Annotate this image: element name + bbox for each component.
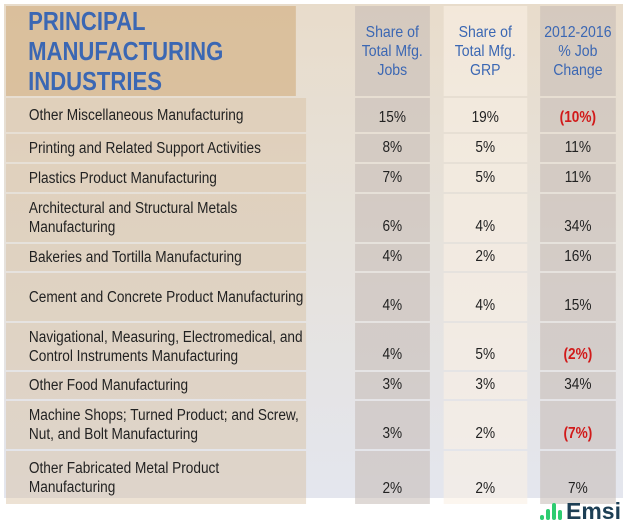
table-row: Plastics Product Manufacturing 7% 5% 11% — [6, 164, 621, 192]
table-row: Printing and Related Support Activities 8… — [6, 134, 621, 162]
industries-table: PRINCIPAL MANUFACTURING INDUSTRIES Share… — [3, 4, 624, 506]
grp-share: 2% — [443, 401, 527, 449]
header-row: PRINCIPAL MANUFACTURING INDUSTRIES Share… — [6, 6, 621, 96]
industry-name: Plastics Product Manufacturing — [6, 164, 307, 192]
jobs-share: 4% — [355, 244, 430, 271]
table-title: PRINCIPAL MANUFACTURING INDUSTRIES — [6, 6, 296, 96]
grp-share: 4% — [443, 194, 527, 242]
table-row: Navigational, Measuring, Electromedical,… — [6, 323, 621, 370]
grp-share: 2% — [443, 244, 527, 271]
jobs-share: 2% — [355, 451, 430, 504]
grp-share: 4% — [443, 273, 527, 321]
grp-share: 5% — [443, 164, 527, 192]
industry-name: Other Fabricated Metal Product Manufactu… — [6, 451, 307, 504]
jobs-share: 8% — [355, 134, 430, 162]
table-row: Other Fabricated Metal Product Manufactu… — [6, 451, 621, 504]
grp-share: 19% — [443, 98, 527, 132]
table-row: Other Miscellaneous Manufacturing 15% 19% (… — [6, 98, 621, 132]
jobs-share: 3% — [355, 401, 430, 449]
job-change: 16% — [540, 244, 616, 271]
jobs-share: 3% — [355, 372, 430, 399]
emsi-logo: Emsi — [540, 498, 621, 524]
header-jobs-share: Share of Total Mfg. Jobs — [355, 6, 430, 96]
industry-name: Cement and Concrete Product Manufacturin… — [6, 273, 307, 321]
table-row: Bakeries and Tortilla Manufacturing 4% 2% 1… — [6, 244, 621, 271]
header-grp-share: Share of Total Mfg. GRP — [443, 6, 527, 96]
jobs-share: 4% — [355, 273, 430, 321]
job-change: 34% — [540, 372, 616, 399]
job-change: 34% — [540, 194, 616, 242]
grp-share: 5% — [443, 134, 527, 162]
industry-name: Other Miscellaneous Manufacturing — [6, 98, 307, 132]
job-change: 15% — [540, 273, 616, 321]
jobs-share: 15% — [355, 98, 430, 132]
bar-chart-icon — [540, 502, 563, 522]
jobs-share: 6% — [355, 194, 430, 242]
job-change: 7% — [540, 451, 616, 504]
table-row: Other Food Manufacturing 3% 3% 34% — [6, 372, 621, 399]
header-job-change: 2012-2016 % Job Change — [540, 6, 616, 96]
table-row: Machine Shops; Turned Product; and Screw… — [6, 401, 621, 449]
job-change: (2%) — [540, 323, 616, 370]
grp-share: 2% — [443, 451, 527, 504]
table-row: Architectural and Structural Metals Manu… — [6, 194, 621, 242]
job-change: (7%) — [540, 401, 616, 449]
industry-name: Bakeries and Tortilla Manufacturing — [6, 244, 307, 271]
industry-name: Machine Shops; Turned Product; and Screw… — [6, 401, 307, 449]
job-change: 11% — [540, 134, 616, 162]
job-change: 11% — [540, 164, 616, 192]
industry-name: Architectural and Structural Metals Manu… — [6, 194, 307, 242]
job-change: (10%) — [540, 98, 616, 132]
industry-name: Navigational, Measuring, Electromedical,… — [6, 323, 307, 370]
table-row: Cement and Concrete Product Manufacturin… — [6, 273, 621, 321]
jobs-share: 7% — [355, 164, 430, 192]
table-panel: PRINCIPAL MANUFACTURING INDUSTRIES Share… — [4, 4, 623, 504]
industry-name: Other Food Manufacturing — [6, 372, 307, 399]
logo-text: Emsi — [566, 498, 621, 524]
grp-share: 3% — [443, 372, 527, 399]
industry-name: Printing and Related Support Activities — [6, 134, 307, 162]
grp-share: 5% — [443, 323, 527, 370]
jobs-share: 4% — [355, 323, 430, 370]
